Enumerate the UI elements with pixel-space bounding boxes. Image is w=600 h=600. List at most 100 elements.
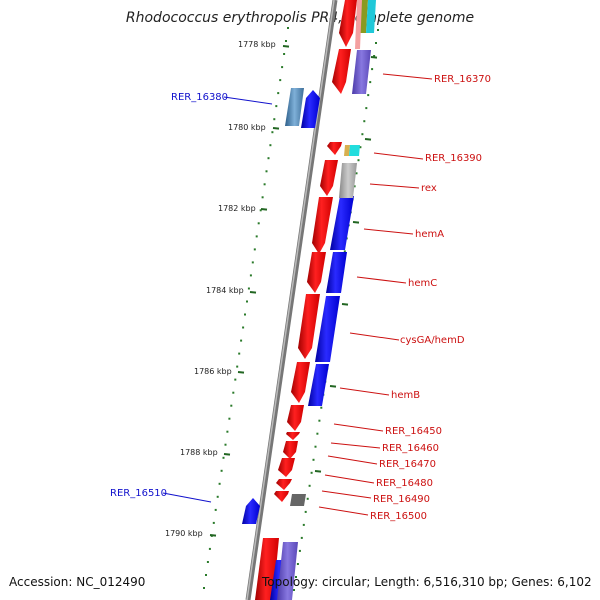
- scale-dot: [367, 94, 370, 97]
- ruler-label: 1780 kbp: [228, 123, 266, 132]
- scale-dot: [306, 497, 309, 500]
- ruler-tick: [341, 303, 349, 306]
- ruler-tick: [282, 45, 290, 48]
- scale-dot: [232, 391, 235, 394]
- gene-arrow: [298, 294, 320, 359]
- ruler-tick: [370, 56, 378, 59]
- scale-dot: [216, 495, 219, 498]
- ruler-tick: [249, 291, 257, 294]
- gene-label[interactable]: rex: [421, 183, 437, 194]
- scale-dot: [304, 510, 307, 513]
- scale-dot: [371, 68, 374, 71]
- gene-arrow: [326, 252, 347, 293]
- scale-dot: [279, 79, 282, 82]
- gene-block: [285, 88, 304, 126]
- ruler-label: 1778 kbp: [238, 40, 276, 49]
- gene-label[interactable]: RER_16450: [385, 426, 442, 437]
- ruler-tick: [352, 221, 360, 224]
- scale-dot: [267, 157, 270, 160]
- gene-arrow: [278, 458, 295, 477]
- ruler-labels: 1778 kbp 1780 kbp 1782 kbp 1784 kbp 1786…: [165, 40, 276, 538]
- scale-dot: [310, 471, 313, 474]
- gene-label[interactable]: RER_16490: [373, 494, 430, 505]
- scale-dot: [261, 196, 264, 199]
- ruler-tick: [272, 127, 280, 130]
- forward-strand-genes: [255, 0, 357, 600]
- scale-dot: [257, 222, 260, 225]
- gene-block: [290, 494, 306, 506]
- left-gene-labels: RER_16380 RER_16510: [110, 92, 228, 499]
- label-connectors: [162, 73, 433, 516]
- scale-dot: [222, 456, 225, 459]
- scale-dot: [363, 120, 366, 123]
- scale-dot: [230, 404, 233, 407]
- ruler-tick: [329, 385, 337, 388]
- scale-dot: [287, 27, 289, 29]
- scale-dot: [212, 521, 215, 524]
- scale-dot: [273, 118, 276, 121]
- scale-dot: [369, 81, 372, 84]
- ruler-label: 1782 kbp: [218, 204, 256, 213]
- gene-label[interactable]: RER_16390: [425, 153, 482, 164]
- gene-label[interactable]: RER_16500: [370, 511, 427, 522]
- gene-label[interactable]: hemB: [391, 390, 420, 401]
- gene-label[interactable]: cysGA/hemD: [400, 335, 465, 346]
- gene-label[interactable]: RER_16380: [171, 92, 228, 103]
- scale-dot: [285, 40, 287, 42]
- scale-dot: [375, 42, 377, 44]
- scale-dot: [296, 563, 299, 565]
- gene-block: [344, 145, 350, 156]
- scale-dot: [214, 508, 217, 511]
- gene-label[interactable]: RER_16480: [376, 478, 433, 489]
- scale-dot: [271, 131, 274, 134]
- scale-dot: [361, 133, 364, 136]
- gene-arrow: [242, 498, 260, 524]
- scale-dot: [259, 209, 262, 212]
- scale-dot: [234, 378, 237, 381]
- gene-block: [352, 50, 371, 94]
- scale-dot: [343, 250, 346, 253]
- gene-arrow: [339, 0, 357, 47]
- scale-dot: [318, 419, 321, 422]
- ruler-tick: [237, 371, 245, 374]
- gene-block: [339, 163, 357, 198]
- scale-dot: [314, 445, 317, 448]
- scale-dot: [275, 105, 278, 108]
- genome-backbone-highlight: [246, 0, 335, 600]
- scale-dot: [316, 432, 319, 435]
- ruler-label: 1790 kbp: [165, 529, 203, 538]
- gene-arrow: [307, 252, 326, 293]
- gene-label[interactable]: RER_16370: [434, 74, 491, 85]
- gene-label[interactable]: RER_16510: [110, 488, 167, 499]
- gene-arrow: [287, 405, 304, 431]
- scale-left: [203, 27, 289, 589]
- scale-dot: [283, 53, 286, 55]
- gene-arrow: [276, 479, 292, 490]
- scale-dot: [365, 107, 368, 110]
- gene-arrow: [330, 196, 354, 250]
- scale-dot: [251, 261, 254, 264]
- gene-label[interactable]: hemC: [408, 278, 437, 289]
- gene-arrow: [283, 441, 298, 459]
- gene-arrow: [332, 49, 351, 94]
- scale-dot: [277, 92, 280, 95]
- scale-dot: [224, 443, 227, 446]
- scale-dot: [218, 482, 221, 485]
- other-features: [277, 0, 376, 600]
- ruler-tick: [260, 208, 268, 211]
- scale-dot: [206, 561, 209, 563]
- ruler-label: 1786 kbp: [194, 367, 232, 376]
- scale-dot: [240, 339, 243, 342]
- gene-arrow: [274, 491, 289, 502]
- scale-dot: [205, 574, 207, 576]
- genome-backbone: [245, 0, 338, 600]
- scale-dot: [246, 300, 248, 303]
- gene-label[interactable]: hemA: [415, 229, 444, 240]
- gene-label[interactable]: RER_16470: [379, 459, 436, 470]
- accession-text: Accession: NC_012490: [9, 575, 146, 589]
- ruler-tick: [314, 470, 322, 473]
- scale-dot: [253, 248, 256, 251]
- gene-label[interactable]: RER_16460: [382, 443, 439, 454]
- right-gene-labels: RER_16370 RER_16390 rex hemA hemC cysGA/…: [370, 74, 491, 522]
